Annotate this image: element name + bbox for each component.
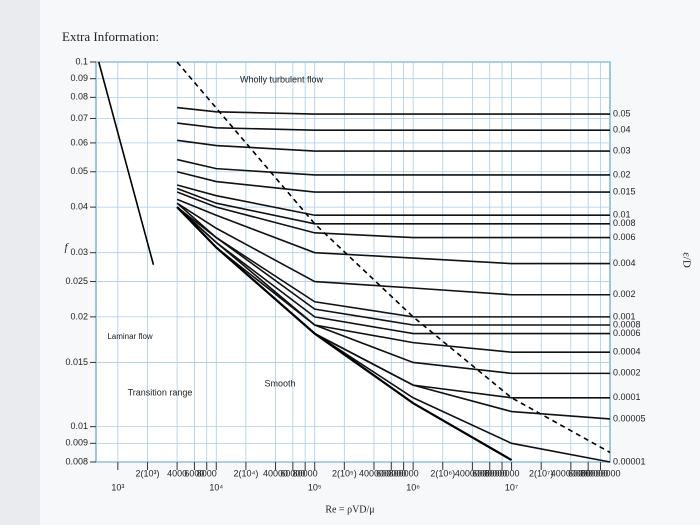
friction-curve xyxy=(176,191,610,239)
page-title: Extra Information: xyxy=(62,29,159,44)
x-tick-label: 80000000 xyxy=(580,468,620,478)
x-tick-label: 8000000 xyxy=(485,468,520,478)
x-tick-label: 10⁵ xyxy=(308,482,322,492)
x-tick-label: 10⁷ xyxy=(505,482,518,492)
friction-curve xyxy=(176,158,610,176)
friction-curve xyxy=(176,206,610,326)
x-tick-label: 40000 xyxy=(263,468,288,478)
friction-curve xyxy=(176,170,610,193)
x-tick-label: 800000 xyxy=(389,468,419,478)
x-tick-label: 8000 xyxy=(197,468,217,478)
curve-label: 0.006 xyxy=(613,232,636,242)
y-tick-label: 0.03 xyxy=(70,247,88,257)
x-tick-label: 2(10⁶) xyxy=(430,468,455,478)
friction-curve xyxy=(176,184,610,217)
friction-curve xyxy=(176,187,610,225)
x-tick-label: 10³ xyxy=(111,482,124,492)
curve-label: 0.0001 xyxy=(613,392,641,402)
annotation: Wholly turbulent flow xyxy=(240,74,324,84)
y-tick-label: 0.05 xyxy=(70,166,88,176)
x-tick-label: 400000 xyxy=(359,468,389,478)
y-tick-label: 0.09 xyxy=(70,73,88,83)
plot-area xyxy=(95,61,611,463)
curve-label: 0.03 xyxy=(613,145,631,155)
friction-curve xyxy=(176,198,610,265)
y-axis-label: f xyxy=(64,242,69,254)
annotation: Transition range xyxy=(128,387,193,397)
x-tick-label: 6000 xyxy=(184,468,204,478)
y-tick-label: 0.009 xyxy=(65,438,88,448)
y-tick-label: 0.02 xyxy=(70,311,88,321)
y-tick-label: 0.025 xyxy=(65,276,88,286)
curve-label: 0.04 xyxy=(613,125,631,135)
x-tick-label: 80000 xyxy=(293,468,318,478)
curve-label: 0.001 xyxy=(613,311,636,321)
x-tick-label: 4000 xyxy=(167,468,187,478)
curve-label: 0.015 xyxy=(613,186,636,196)
y-tick-label: 0.1 xyxy=(75,56,88,66)
legend-title: ε/D xyxy=(680,252,692,268)
friction-curve xyxy=(176,139,610,152)
y-tick-label: 0.01 xyxy=(70,421,88,431)
friction-curve xyxy=(176,202,610,296)
x-tick-label: 4000000 xyxy=(455,468,490,478)
annotation: Laminar flow xyxy=(107,332,153,341)
x-tick-label: 600000 xyxy=(376,468,406,478)
x-axis-label: Re = ρVD/μ xyxy=(325,504,374,515)
friction-curve xyxy=(176,206,610,354)
y-tick-label: 0.04 xyxy=(70,201,88,211)
x-tick-label: 60000000 xyxy=(568,468,608,478)
laminar-line xyxy=(97,61,155,265)
curve-label: 0.0008 xyxy=(613,319,641,329)
curve-label: 0.002 xyxy=(613,289,636,299)
curve-label: 0.0002 xyxy=(613,368,641,378)
curve-label: 0.05 xyxy=(613,108,631,118)
curve-label: 0.00001 xyxy=(613,456,646,466)
x-tick-label: 2(10³) xyxy=(135,468,159,478)
curve-label: 0.01 xyxy=(613,210,631,220)
smooth-curve xyxy=(176,206,513,461)
x-tick-label: 2(10⁵) xyxy=(332,468,357,478)
curve-label: 0.02 xyxy=(613,169,631,179)
y-tick-label: 0.015 xyxy=(65,357,88,367)
y-tick-label: 0.06 xyxy=(70,137,88,147)
friction-curve xyxy=(177,106,610,115)
friction-curve xyxy=(177,122,610,132)
x-tick-label: 2(10⁷) xyxy=(529,468,553,478)
x-tick-label: 10⁴ xyxy=(209,482,223,492)
y-tick-label: 0.008 xyxy=(65,456,88,466)
x-tick-label: 10⁶ xyxy=(406,482,420,492)
annotation: Smooth xyxy=(264,378,295,388)
y-tick-label: 0.07 xyxy=(70,113,88,123)
x-tick-label: 40000000 xyxy=(551,468,591,478)
curve-label: 0.0006 xyxy=(613,328,641,338)
x-tick-label: 6000000 xyxy=(472,468,507,478)
curve-label: 0.0004 xyxy=(613,347,641,357)
x-tick-label: 2(10⁴) xyxy=(233,468,258,478)
curve-label: 0.004 xyxy=(613,258,636,268)
y-tick-label: 0.08 xyxy=(70,92,88,102)
curve-label: 0.00005 xyxy=(613,413,646,423)
curve-label: 0.008 xyxy=(613,218,636,228)
x-tick-label: 60000 xyxy=(280,468,305,478)
